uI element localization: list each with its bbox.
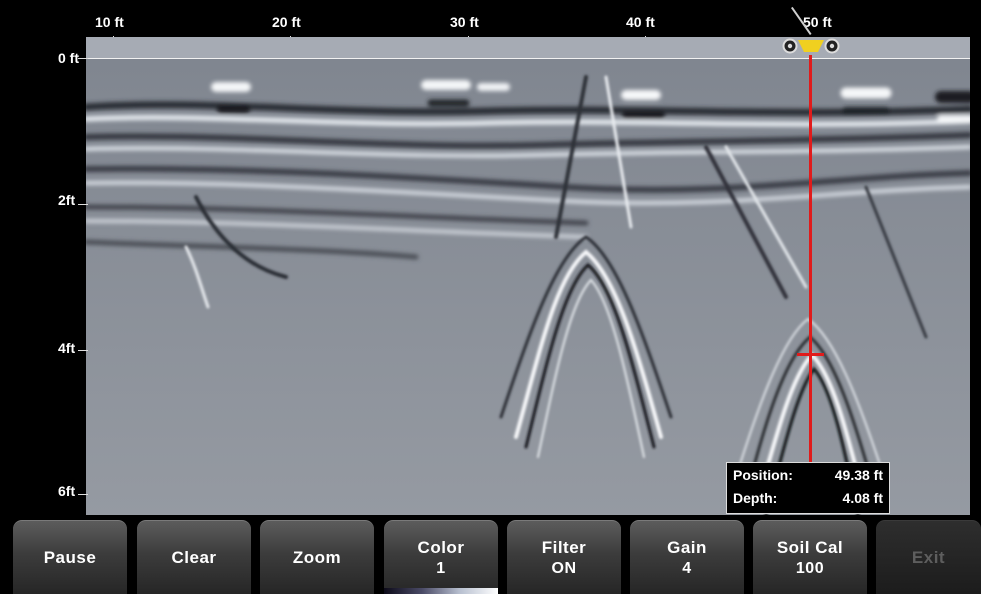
distance-tick-label: 30 ft [450,14,479,30]
soil-cal-button-value: 100 [795,559,825,577]
exit-button[interactable]: Exit [876,520,981,594]
depth-tick-mark [78,350,88,351]
color-button[interactable]: Color 1 [384,520,498,594]
depth-tick-label: 2ft [58,192,76,208]
position-depth-readout: Position: 49.38 ft Depth: 4.08 ft [726,462,890,514]
color-button-value: 1 [436,559,446,577]
distance-tick-label: 50 ft [803,14,832,30]
ground-surface-line [86,58,970,59]
depth-tick-mark [78,204,88,205]
gain-button-value: 4 [682,559,692,577]
depth-label: Depth: [733,490,778,506]
filter-button-label: Filter [541,537,587,557]
distance-tick-label: 40 ft [626,14,655,30]
gain-button[interactable]: Gain 4 [630,520,744,594]
clear-button-label: Clear [171,547,217,567]
radargram-image [86,37,970,515]
gpr-cart-icon[interactable] [782,38,840,54]
position-readout: Position: 49.38 ft [733,467,883,487]
depth-tick-label: 4ft [58,340,76,356]
pause-button[interactable]: Pause [13,520,127,594]
position-label: Position: [733,467,793,483]
color-palette-swatch [384,588,498,594]
cursor-line[interactable] [809,55,812,465]
position-value: 49.38 ft [834,467,883,483]
depth-tick-label: 6ft [58,483,76,499]
cursor-crosshair[interactable] [797,353,824,356]
depth-readout: Depth: 4.08 ft [733,490,883,510]
depth-tick-label: 0 ft [58,50,79,66]
filter-button-value: ON [551,559,577,577]
filter-button[interactable]: Filter ON [507,520,621,594]
pause-button-label: Pause [43,547,97,567]
radargram[interactable] [86,37,970,515]
clear-button[interactable]: Clear [137,520,251,594]
exit-button-label: Exit [911,547,946,567]
zoom-button-label: Zoom [292,547,342,567]
depth-tick-mark [78,58,88,59]
distance-tick-label: 10 ft [95,14,124,30]
distance-tick-label: 20 ft [272,14,301,30]
soil-cal-button[interactable]: Soil Cal 100 [753,520,867,594]
gain-button-label: Gain [667,537,707,557]
depth-tick-mark [78,494,88,495]
depth-value: 4.08 ft [842,490,883,506]
zoom-button[interactable]: Zoom [260,520,374,594]
bottom-toolbar: Pause Clear Zoom Color 1 Filter ON Gain … [0,517,981,594]
soil-cal-button-label: Soil Cal [776,537,844,557]
color-button-label: Color [417,537,465,557]
